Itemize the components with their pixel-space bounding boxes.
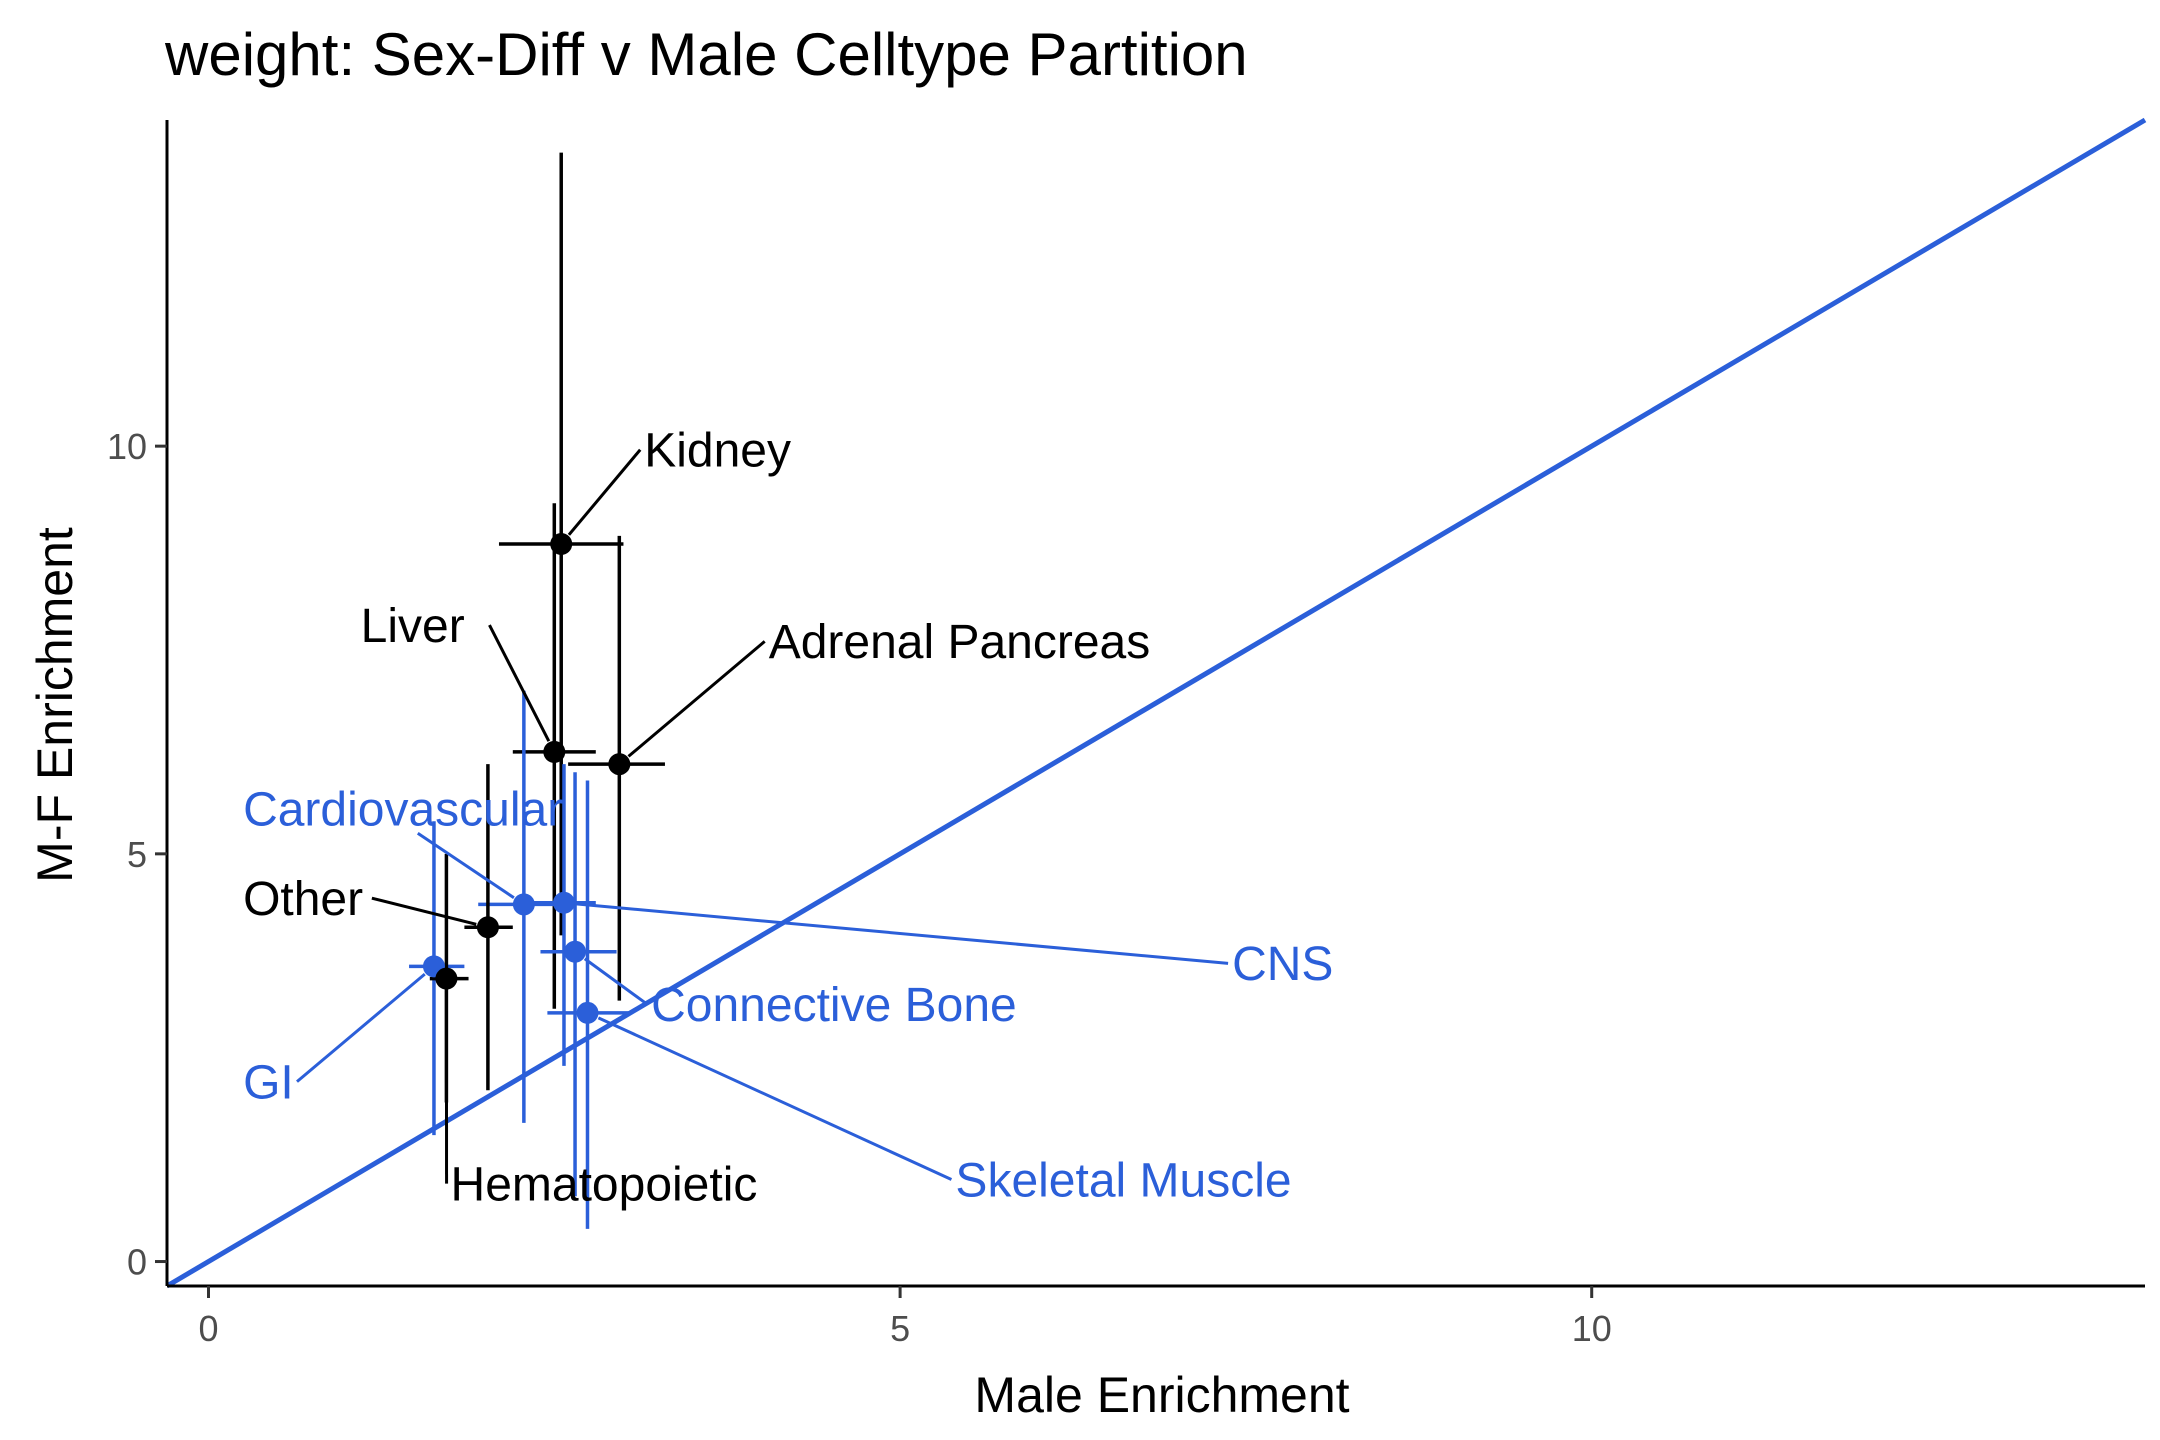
- chart-title: weight: Sex-Diff v Male Celltype Partiti…: [164, 21, 1248, 88]
- y-tick-label: 5: [127, 834, 147, 875]
- point-liver: [543, 740, 566, 763]
- leader-adrenal-pancreas: [627, 640, 766, 758]
- point-other: [476, 916, 499, 939]
- label-cns: CNS: [1232, 938, 1333, 991]
- point-labels-layer: Kidney Liver Adrenal Pancreas Cardiovascula…: [243, 425, 1333, 1212]
- x-axis-title: Male Enrichment: [974, 1367, 1349, 1423]
- label-other: Other: [243, 873, 363, 926]
- y-tick-label: 10: [107, 426, 147, 467]
- identity-line: [165, 117, 2147, 1289]
- point-cardiovascular: [512, 893, 535, 916]
- x-tick-label: 0: [198, 1308, 218, 1349]
- label-liver: Liver: [361, 600, 465, 653]
- point-adrenal-pancreas: [608, 753, 631, 776]
- label-connective-bone: Connective Bone: [651, 979, 1017, 1032]
- y-axis-ticks: 0 5 10: [107, 426, 167, 1283]
- label-adrenal-pancreas: Adrenal Pancreas: [769, 616, 1151, 669]
- y-tick-label: 0: [127, 1242, 147, 1283]
- label-kidney: Kidney: [644, 425, 791, 478]
- leader-gi: [296, 972, 426, 1083]
- leader-connective-bone: [583, 957, 649, 1006]
- point-cns: [552, 891, 575, 914]
- point-kidney: [550, 533, 573, 555]
- leader-cns: [575, 902, 1229, 965]
- leader-kidney: [567, 448, 642, 536]
- x-tick-label: 5: [890, 1308, 910, 1349]
- label-hematopoietic: Hematopoietic: [451, 1158, 758, 1211]
- label-gi: GI: [243, 1056, 294, 1109]
- point-skeletal-muscle: [576, 1001, 599, 1024]
- reference-line-layer: [165, 117, 2147, 1289]
- leader-lines-layer: [296, 448, 1229, 1184]
- point-connective-bone: [564, 940, 587, 963]
- plot-area: Kidney Liver Adrenal Pancreas Cardiovascula…: [165, 117, 2147, 1289]
- x-axis-ticks: 0 5 10: [198, 1286, 1612, 1349]
- leader-skeletal-muscle: [597, 1016, 953, 1181]
- label-cardiovascular: Cardiovascular: [243, 783, 563, 836]
- point-hematopoietic: [435, 967, 458, 990]
- points-layer: [422, 533, 631, 1024]
- label-skeletal-muscle: Skeletal Muscle: [955, 1154, 1291, 1207]
- x-tick-label: 10: [1572, 1308, 1612, 1349]
- leader-cardiovascular: [416, 832, 515, 899]
- leader-other: [371, 896, 477, 926]
- y-axis-title: M-F Enrichment: [27, 527, 83, 883]
- leader-liver: [488, 624, 551, 742]
